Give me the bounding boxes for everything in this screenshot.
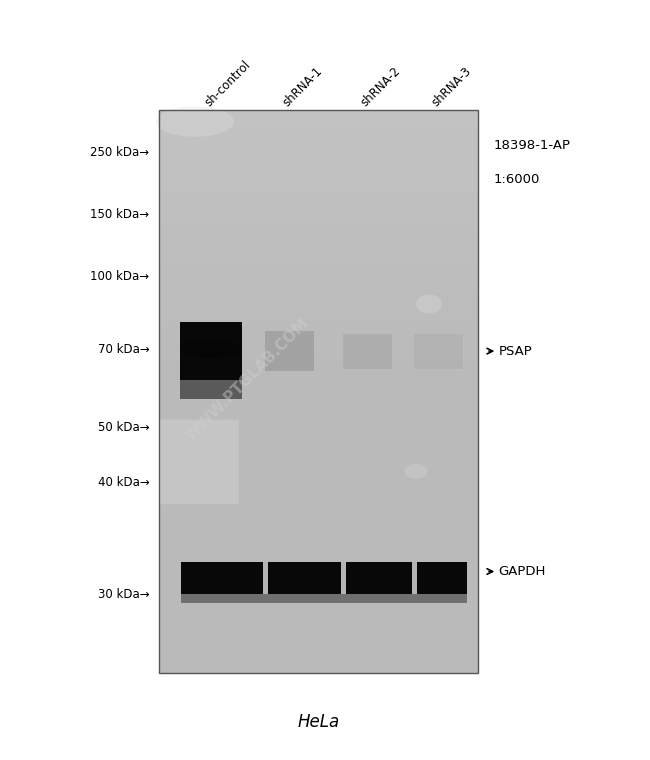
Bar <box>341 562 346 594</box>
Bar <box>181 562 467 594</box>
Text: WWW.PTGLAB.COM: WWW.PTGLAB.COM <box>183 315 311 445</box>
Bar <box>263 562 268 594</box>
Text: 50 kDa→: 50 kDa→ <box>98 420 150 434</box>
Text: PSAP: PSAP <box>499 344 532 358</box>
Bar <box>159 110 478 673</box>
Ellipse shape <box>156 106 234 137</box>
Text: 40 kDa→: 40 kDa→ <box>98 476 150 489</box>
Text: HeLa: HeLa <box>298 713 339 731</box>
Bar <box>343 334 391 369</box>
Ellipse shape <box>404 464 428 479</box>
Text: shRNA-1: shRNA-1 <box>280 64 325 109</box>
Bar <box>265 331 313 372</box>
Text: 100 kDa→: 100 kDa→ <box>90 270 150 283</box>
Text: 250 kDa→: 250 kDa→ <box>90 145 150 159</box>
Bar <box>181 378 242 399</box>
Bar <box>181 592 467 603</box>
Text: GAPDH: GAPDH <box>499 565 546 578</box>
Text: shRNA-3: shRNA-3 <box>430 64 474 109</box>
Text: 1:6000: 1:6000 <box>494 173 540 186</box>
Text: 150 kDa→: 150 kDa→ <box>90 207 150 221</box>
Bar <box>415 334 463 369</box>
Text: 30 kDa→: 30 kDa→ <box>98 587 150 601</box>
Ellipse shape <box>182 339 240 358</box>
Ellipse shape <box>416 295 442 313</box>
Bar <box>412 562 417 594</box>
Bar <box>181 322 242 380</box>
Text: shRNA-2: shRNA-2 <box>358 64 403 109</box>
Text: 18398-1-AP: 18398-1-AP <box>494 139 571 152</box>
Text: sh-control: sh-control <box>202 58 253 109</box>
Text: 70 kDa→: 70 kDa→ <box>98 343 150 356</box>
